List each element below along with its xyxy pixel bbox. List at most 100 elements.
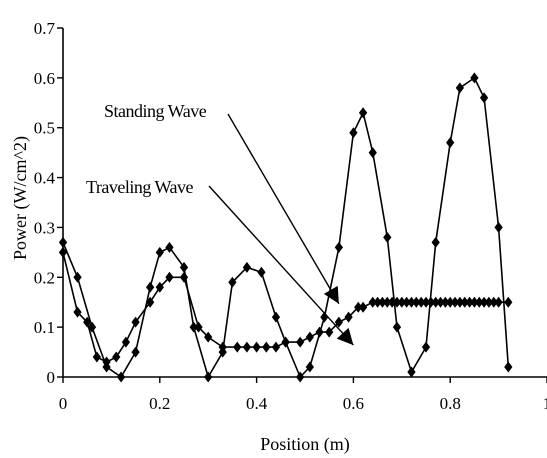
data-point (417, 296, 426, 308)
data-point (368, 147, 377, 159)
data-point (121, 336, 131, 348)
data-point (358, 107, 368, 119)
data-point (349, 127, 358, 139)
data-point (165, 271, 174, 283)
data-point (296, 336, 305, 348)
x-tick-label: 0.2 (149, 394, 170, 413)
data-point (73, 306, 82, 318)
data-point (271, 341, 281, 353)
data-point (262, 341, 271, 353)
tick-marks (57, 27, 547, 383)
data-point (378, 296, 387, 308)
data-point (204, 371, 213, 383)
data-point (479, 92, 489, 104)
data-point (218, 341, 227, 353)
annotation-arrow-line (208, 185, 354, 346)
data-point (252, 341, 261, 353)
data-point (305, 331, 314, 343)
data-point (358, 301, 368, 313)
data-point (489, 296, 498, 308)
data-point (504, 361, 513, 373)
x-tick-label: 0.6 (343, 394, 364, 413)
data-point (281, 336, 290, 348)
data-point (305, 361, 314, 373)
data-point (455, 296, 465, 308)
data-point (446, 296, 455, 308)
annotation-label: Traveling Wave (86, 177, 194, 197)
annotation-layer: Standing Wave Traveling Wave (86, 101, 354, 346)
data-point (131, 346, 140, 358)
series-traveling-wave (58, 246, 513, 368)
data-point (189, 321, 198, 333)
data-point (228, 276, 237, 288)
data-point (296, 371, 305, 383)
annotation-standing-wave: Standing Wave (104, 101, 340, 305)
y-tick-label: 0.7 (34, 19, 56, 38)
series-standing-wave (58, 72, 513, 383)
y-tick-label: 0.6 (34, 69, 55, 88)
y-tick-label: 0.3 (34, 218, 55, 237)
data-point (436, 296, 445, 308)
data-point (392, 296, 402, 308)
annotation-arrowhead (336, 327, 354, 346)
annotation-label: Standing Wave (104, 101, 207, 121)
data-point (58, 246, 68, 258)
data-point (470, 72, 479, 84)
y-tick-label: 0 (47, 368, 56, 387)
data-point (402, 296, 411, 308)
data-point (392, 321, 402, 333)
x-tick-label: 0.8 (440, 394, 461, 413)
data-point (494, 296, 503, 308)
x-axis-label: Position (m) (260, 434, 350, 455)
x-tick-label: 0 (59, 394, 68, 413)
data-point (479, 296, 489, 308)
data-point (383, 296, 392, 308)
y-tick-label: 0.5 (34, 119, 55, 138)
data-point (145, 296, 155, 308)
data-point (102, 356, 111, 368)
data-point (397, 296, 406, 308)
data-point (257, 266, 266, 278)
data-point (460, 296, 469, 308)
data-point (446, 137, 455, 149)
y-tick-label: 0.2 (34, 268, 55, 287)
data-point (58, 236, 68, 248)
data-point (450, 296, 460, 308)
data-point (325, 326, 334, 338)
data-point (315, 326, 324, 338)
annotation-arrow-line (227, 113, 340, 305)
data-point (431, 236, 440, 248)
data-point (242, 341, 252, 353)
data-point (441, 296, 450, 308)
data-point (145, 281, 155, 293)
annotation-arrowhead (323, 285, 339, 304)
y-tick-labels: 0 0.1 0.2 0.3 0.4 0.5 0.6 0.7 (34, 19, 56, 387)
data-point (368, 296, 377, 308)
data-point (155, 281, 164, 293)
data-point (412, 296, 421, 308)
data-point (73, 271, 82, 283)
y-tick-label: 0.1 (34, 318, 55, 337)
data-point (83, 316, 92, 328)
data-point (421, 341, 431, 353)
data-point (155, 246, 164, 258)
data-point (383, 231, 392, 243)
data-point (242, 261, 252, 273)
data-point (426, 296, 435, 308)
data-point (112, 351, 121, 363)
data-point (407, 296, 416, 308)
annotation-traveling-wave: Traveling Wave (86, 177, 354, 346)
data-point (494, 221, 503, 233)
data-point (194, 321, 203, 333)
data-point (484, 296, 494, 308)
data-point (455, 82, 465, 94)
data-point (92, 351, 102, 363)
data-point (116, 371, 126, 383)
y-tick-label: 0.4 (34, 169, 56, 188)
data-point (354, 301, 363, 313)
x-tick-labels: 0 0.2 0.4 0.6 0.8 1 (59, 394, 547, 413)
data-point (421, 296, 431, 308)
data-point (504, 296, 513, 308)
data-point (334, 316, 344, 328)
